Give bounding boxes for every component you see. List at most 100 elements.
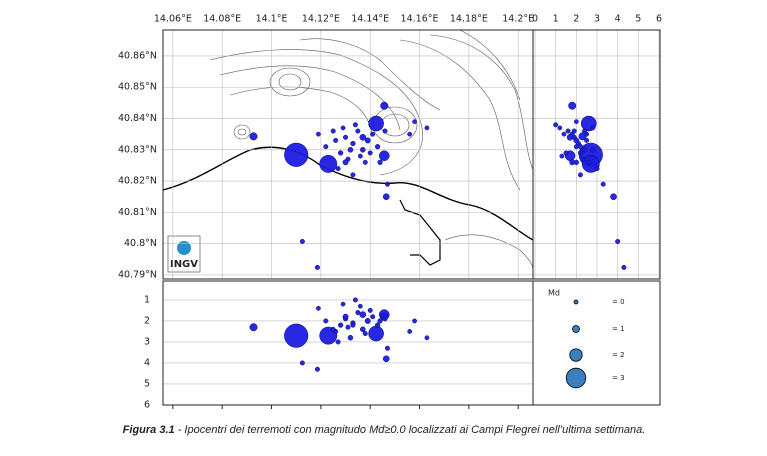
depth-lon-point (360, 326, 366, 333)
legend-label: = 1 (612, 325, 625, 333)
depth-x-tick-label: 3 (594, 14, 600, 25)
epicenter (370, 131, 376, 137)
depth-lat-point (584, 131, 590, 137)
depth-lat-point (563, 150, 569, 156)
depth-lat-point (577, 172, 583, 178)
depth-lon-point (340, 301, 346, 307)
map-background (162, 29, 534, 279)
depth-lon-point (359, 311, 367, 318)
depth-lon-point (345, 324, 351, 330)
depth-lat-point (561, 131, 567, 137)
epicenter (364, 137, 371, 144)
depth-lat-point (581, 147, 588, 153)
depth-lon-point (384, 345, 390, 351)
depth-lat-point (573, 119, 579, 125)
epicenter (335, 166, 341, 172)
epicenter (337, 150, 344, 156)
y-tick-label: 40.79°N (118, 269, 157, 280)
legend-title: Md (548, 289, 560, 298)
epicenter (382, 128, 388, 134)
depth-y-tick-label: 6 (144, 400, 150, 411)
legend-marker (565, 367, 587, 389)
depth-lon-point (424, 335, 430, 341)
depth-y-tick-label: 1 (144, 294, 150, 305)
depth-lon-point (335, 339, 341, 345)
y-tick-label: 40.83°N (118, 144, 157, 155)
legend-marker (572, 325, 580, 333)
depth-lat-point (594, 166, 600, 172)
depth-lat-point (580, 156, 586, 162)
epicenter (412, 119, 417, 125)
epicenter (357, 153, 363, 159)
y-tick-label: 40.85°N (118, 82, 157, 93)
depth-lat-point (566, 133, 574, 141)
depth-lat-point (565, 128, 571, 134)
legend-marker (573, 299, 579, 305)
depth-x-tick-label: 2 (573, 14, 579, 25)
depth-lat-point (590, 125, 596, 131)
y-tick-label: 40.82°N (118, 176, 157, 187)
depth-lat-point (573, 137, 580, 144)
epicenter (249, 132, 258, 141)
depth-lon-point (249, 323, 258, 332)
epicenter (284, 142, 309, 167)
logo-text: INGV (170, 259, 198, 270)
epicenter (368, 115, 384, 132)
epicenter (299, 238, 305, 244)
depth-lon-point (362, 331, 368, 337)
depth-lon-point (382, 316, 388, 322)
y-tick-label: 40.81°N (118, 207, 157, 218)
depth-lat-point (553, 122, 559, 128)
depth-lat-point (610, 193, 617, 201)
legend-label: = 3 (612, 374, 625, 382)
legend-label: = 2 (612, 351, 625, 359)
x-tick-label: 14.08°E (203, 14, 241, 25)
depth-x-tick-label: 1 (553, 14, 559, 25)
epicenter (378, 150, 390, 162)
depth-lon-point (357, 303, 363, 309)
depth-lon-point (368, 325, 384, 342)
depth-lon-point (284, 323, 309, 348)
depth-x-tick-label: 5 (635, 14, 641, 25)
legend-marker (569, 348, 583, 362)
depth-lat-point (590, 147, 596, 153)
depth-lon-point (382, 355, 390, 363)
logo: INGV (167, 235, 201, 273)
epicenter (352, 122, 358, 128)
depth-lon-point (352, 297, 358, 303)
legend-label: = 0 (612, 298, 625, 306)
x-tick-label: 14.12°E (302, 14, 340, 25)
depth-lon-point (412, 318, 417, 324)
depth-lon-point (299, 360, 305, 366)
epicenter (323, 144, 329, 150)
depth-x-tick-label: 4 (615, 14, 621, 25)
caption-text: - Ipocentri dei terremoti con magnitudo … (175, 424, 646, 436)
x-tick-label: 14.14°E (351, 14, 389, 25)
depth-lon-point (364, 317, 371, 324)
depth-lon-point (377, 318, 383, 324)
depth-y-tick-label: 3 (144, 336, 150, 347)
y-tick-label: 40.86°N (118, 50, 157, 61)
epicenter (362, 159, 368, 165)
epicenter (424, 125, 430, 131)
depth-lat-point (584, 137, 590, 143)
epicenter (350, 140, 356, 147)
depth-y-tick-label: 2 (144, 315, 150, 326)
depth-lon-point (316, 305, 321, 311)
epicenter (343, 134, 349, 140)
depth-lon-point (370, 314, 376, 320)
y-tick-label: 40.8°N (124, 238, 157, 249)
depth-x-tick-label: 6 (656, 14, 662, 25)
epicenter (380, 101, 389, 110)
depth-lon-point (367, 307, 373, 313)
epicenter (314, 264, 320, 270)
depth-x-tick-label: 0 (532, 14, 538, 25)
x-tick-label: 14.2°E (502, 14, 534, 25)
epicenter (319, 154, 338, 173)
depth-lon-point (337, 322, 344, 328)
depth-lon-point (314, 366, 320, 372)
caption-label: Figura 3.1 (123, 424, 175, 436)
depth-lon-point (323, 318, 329, 324)
y-tick-label: 40.84°N (118, 113, 157, 124)
x-tick-label: 14.18°E (450, 14, 488, 25)
